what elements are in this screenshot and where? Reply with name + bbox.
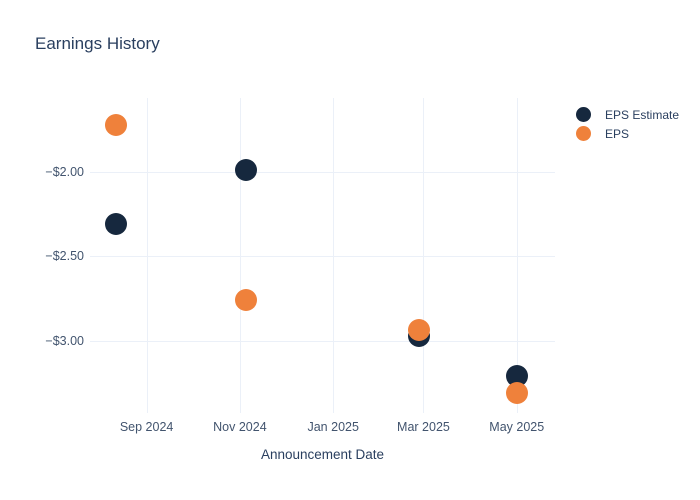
x-axis-title: Announcement Date bbox=[260, 447, 385, 462]
x-gridline bbox=[146, 98, 148, 413]
x-gridline bbox=[239, 98, 241, 413]
eps-marker-icon bbox=[576, 126, 591, 141]
data-point-eps[interactable] bbox=[235, 289, 258, 312]
x-tick-label: Jan 2025 bbox=[307, 420, 359, 434]
y-tick-label: −$3.00 bbox=[45, 333, 84, 348]
x-gridline bbox=[333, 98, 335, 413]
plot-area: Sep 2024 Nov 2024 Jan 2025 Mar 2025 May 2025… bbox=[45, 98, 555, 434]
x-tick-label: Mar 2025 bbox=[397, 420, 450, 434]
y-gridline bbox=[90, 256, 555, 258]
y-tick-label: −$2.50 bbox=[45, 249, 84, 264]
legend: EPS Estimate EPS bbox=[574, 105, 679, 143]
y-tick-label: −$2.00 bbox=[45, 165, 84, 180]
x-tick-label: Nov 2024 bbox=[213, 420, 267, 434]
data-point-eps[interactable] bbox=[105, 113, 127, 136]
y-gridline bbox=[90, 172, 555, 174]
data-point-eps-estimate[interactable] bbox=[235, 159, 258, 182]
legend-label-eps-estimate: EPS Estimate bbox=[605, 107, 680, 122]
data-point-eps[interactable] bbox=[407, 319, 430, 342]
x-tick-label: May 2025 bbox=[489, 420, 545, 434]
x-tick-label: Sep 2024 bbox=[119, 420, 174, 434]
data-point-eps-estimate[interactable] bbox=[105, 213, 127, 236]
data-point-eps-estimate[interactable] bbox=[505, 364, 528, 387]
legend-item-eps-estimate[interactable]: EPS Estimate bbox=[574, 105, 679, 124]
legend-item-eps[interactable]: EPS bbox=[574, 124, 679, 143]
x-gridline bbox=[423, 98, 425, 413]
legend-label-eps: EPS bbox=[605, 126, 630, 141]
eps-estimate-marker-icon bbox=[576, 107, 591, 122]
x-gridline bbox=[516, 98, 518, 413]
data-point-eps[interactable] bbox=[505, 381, 528, 404]
chart-title: Earnings History bbox=[35, 34, 160, 53]
y-gridline bbox=[90, 340, 555, 342]
